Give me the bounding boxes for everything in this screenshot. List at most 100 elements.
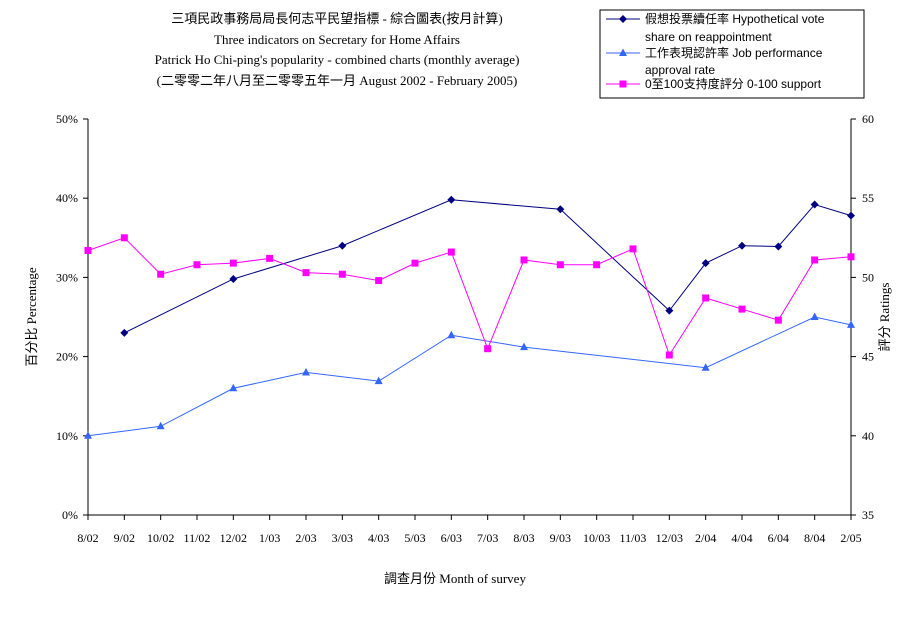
data-point-support-rating xyxy=(484,345,492,353)
data-point-vote-share xyxy=(338,241,347,250)
legend-marker-job-approval xyxy=(619,48,627,56)
x-tick-label: 9/02 xyxy=(114,531,135,545)
x-tick-label: 12/03 xyxy=(656,531,683,545)
data-point-job-approval xyxy=(847,320,855,328)
left-tick-label: 40% xyxy=(56,191,78,205)
data-point-vote-share xyxy=(447,195,456,204)
x-tick-label: 3/03 xyxy=(332,531,353,545)
x-tick-label: 6/03 xyxy=(441,531,462,545)
data-point-support-rating xyxy=(520,256,528,264)
x-tick-label: 8/02 xyxy=(77,531,98,545)
x-tick-label: 2/04 xyxy=(695,531,716,545)
right-tick-label: 45 xyxy=(862,350,874,364)
data-point-support-rating xyxy=(738,305,746,313)
title-line-3: (二零零二年八月至二零零五年一月 August 2002 - February … xyxy=(157,73,518,88)
left-tick-label: 50% xyxy=(56,112,78,126)
x-tick-label: 10/02 xyxy=(147,531,174,545)
legend-label-job-approval: 工作表現認許率 Job performance xyxy=(645,45,823,60)
right-tick-label: 40 xyxy=(862,429,874,443)
data-point-support-rating xyxy=(302,269,310,277)
data-point-support-rating xyxy=(847,253,855,261)
left-tick-label: 10% xyxy=(56,429,78,443)
data-point-support-rating xyxy=(411,259,419,267)
series-line-job-approval xyxy=(87,316,852,437)
data-point-support-rating xyxy=(447,248,455,256)
data-point-support-rating xyxy=(665,351,673,359)
right-tick-label: 35 xyxy=(862,508,874,522)
data-point-job-approval xyxy=(156,421,165,430)
x-tick-label: 10/03 xyxy=(583,531,610,545)
data-point-job-approval xyxy=(701,363,710,371)
data-point-support-rating xyxy=(556,261,564,269)
data-point-vote-share xyxy=(665,306,674,315)
data-point-vote-share xyxy=(847,211,855,220)
series-support-rating xyxy=(84,234,855,359)
data-point-support-rating xyxy=(593,261,601,269)
legend-marker-vote-share xyxy=(619,15,627,23)
data-point-job-approval xyxy=(810,312,819,320)
legend-label-job-approval: approval rate xyxy=(645,63,715,77)
right-tick-label: 50 xyxy=(862,270,874,284)
x-tick-label: 4/03 xyxy=(368,531,389,545)
x-tick-label: 8/03 xyxy=(513,531,534,545)
data-point-vote-share xyxy=(120,328,129,337)
data-point-support-rating xyxy=(702,294,710,302)
data-point-job-approval xyxy=(374,376,383,385)
data-point-support-rating xyxy=(120,234,128,242)
x-tick-label: 5/03 xyxy=(404,531,425,545)
data-point-job-approval xyxy=(302,367,310,376)
x-tick-label: 2/05 xyxy=(840,531,861,545)
data-point-support-rating xyxy=(338,270,346,278)
data-point-vote-share xyxy=(556,205,565,214)
x-tick-label: 4/04 xyxy=(731,531,752,545)
x-axis-title: 調查月份 Month of survey xyxy=(384,571,526,586)
data-point-support-rating xyxy=(229,259,237,267)
legend-label-vote-share: share on reappointment xyxy=(645,30,772,44)
data-point-support-rating xyxy=(84,246,92,254)
chart-title: 三項民政事務局局長何志平民望指標 - 綜合圖表(按月計算) Three indic… xyxy=(155,11,520,88)
data-point-support-rating xyxy=(266,254,274,262)
x-tick-label: 7/03 xyxy=(477,531,498,545)
legend-label-vote-share: 假想投票續任率 Hypothetical vote xyxy=(645,11,825,26)
left-tick-label: 30% xyxy=(56,270,78,284)
y2-axis-title: 評分 Ratings xyxy=(877,283,892,352)
legend-box xyxy=(599,9,865,99)
title-line-0: 三項民政事務局局長何志平民望指標 - 綜合圖表(按月計算) xyxy=(171,11,503,26)
x-tick-label: 11/03 xyxy=(620,531,647,545)
data-point-support-rating xyxy=(193,261,201,269)
left-tick-label: 0% xyxy=(62,508,78,522)
legend-marker-support-rating xyxy=(619,80,627,88)
data-point-support-rating xyxy=(774,316,782,324)
data-point-vote-share xyxy=(810,200,819,209)
data-point-support-rating xyxy=(811,256,819,264)
title-line-2: Patrick Ho Chi-ping's popularity - combi… xyxy=(155,52,520,67)
title-line-1: Three indicators on Secretary for Home A… xyxy=(214,32,460,47)
data-point-job-approval xyxy=(229,383,238,392)
x-tick-label: 8/04 xyxy=(804,531,825,545)
data-point-job-approval xyxy=(520,342,528,351)
data-point-job-approval xyxy=(447,330,456,339)
series-job-approval xyxy=(84,312,855,439)
x-tick-label: 11/02 xyxy=(184,531,211,545)
series-vote-share xyxy=(120,195,855,337)
x-tick-label: 1/03 xyxy=(259,531,280,545)
left-tick-label: 20% xyxy=(56,350,78,364)
right-tick-label: 60 xyxy=(862,112,874,126)
series-line-support-rating xyxy=(87,237,852,357)
x-tick-label: 2/03 xyxy=(295,531,316,545)
chart-axes: 0% 10% 20% 30% 40% 50% 35 40 45 50 55 60 8/02 9/02 10/… xyxy=(24,112,892,586)
data-point-support-rating xyxy=(157,270,165,278)
chart-legend: 假想投票續任率 Hypothetical vote share on reappo… xyxy=(599,9,865,99)
x-tick-label: 9/03 xyxy=(550,531,571,545)
data-point-vote-share xyxy=(229,274,238,283)
data-point-job-approval xyxy=(84,431,92,439)
x-tick-label: 6/04 xyxy=(768,531,789,545)
legend-label-support-rating: 0至100支持度評分 0-100 support xyxy=(645,76,822,91)
data-point-vote-share xyxy=(738,241,746,250)
data-point-support-rating xyxy=(629,245,637,253)
x-tick-label: 12/02 xyxy=(220,531,247,545)
data-point-vote-share xyxy=(701,259,710,268)
right-tick-label: 55 xyxy=(862,191,874,205)
chart-series xyxy=(84,195,855,439)
y-axis-title: 百分比 Percentage xyxy=(24,267,39,367)
